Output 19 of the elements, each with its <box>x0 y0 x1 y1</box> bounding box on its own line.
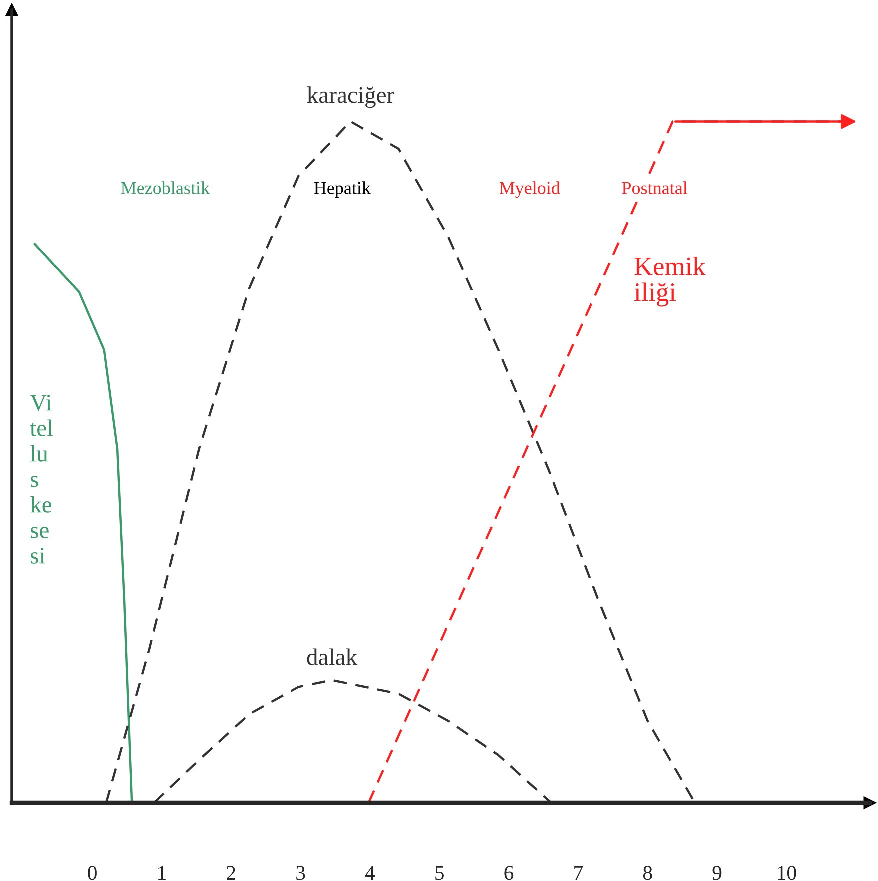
x-tick-label: 2 <box>227 866 236 880</box>
x-tick-label: 9 <box>712 866 722 880</box>
x-tick-label: 7 <box>574 866 584 880</box>
x-tick-label: 0 <box>88 866 97 880</box>
annotation: Postnatal <box>622 182 688 194</box>
annotation: Mezoblastik <box>121 182 210 194</box>
x-tick-label: 8 <box>643 866 652 880</box>
text: Vi tel lu s ke se si <box>30 394 54 564</box>
series-label: Kemik iliği <box>634 256 706 307</box>
x-tick-label: 1 <box>158 866 166 880</box>
annotation: Myeloid <box>500 182 560 198</box>
x-tick-label: 3 <box>296 866 306 880</box>
x-tick-label: 4 <box>365 866 376 880</box>
annotation: Hepatik <box>314 182 372 198</box>
x-tick-label: 10 <box>778 866 796 880</box>
x-tick-label: 5 <box>436 866 444 880</box>
series-label: karaciğer <box>307 86 394 108</box>
series-label: dalak <box>307 648 358 666</box>
x-tick-label: 6 <box>504 866 514 880</box>
